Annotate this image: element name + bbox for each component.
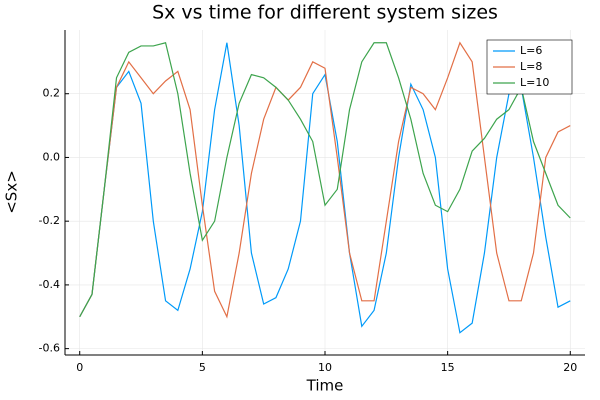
x-axis-label: Time (306, 377, 344, 395)
legend-label: L=10 (520, 76, 549, 89)
y-axis-label: <Sx> (3, 170, 21, 214)
x-tick-label: 20 (563, 361, 577, 374)
y-tick-label: -0.4 (39, 278, 60, 291)
y-tick-label: -0.6 (39, 342, 60, 355)
x-tick-label: 15 (441, 361, 455, 374)
chart-title: Sx vs time for different system sizes (152, 2, 498, 24)
legend-label: L=8 (520, 60, 542, 73)
legend: L=6 L=8 L=10 (486, 39, 573, 95)
legend-label: L=6 (520, 44, 542, 57)
x-tick-label: 5 (199, 361, 206, 374)
y-tick-label: -0.2 (39, 214, 60, 227)
series-line (79, 41, 571, 319)
y-tick-label: 0.2 (43, 87, 61, 100)
y-tick-label: 0.0 (43, 150, 61, 163)
x-tick-label: 0 (76, 361, 83, 374)
series-line (79, 42, 571, 318)
x-tick-label: 10 (318, 361, 332, 374)
series-line (79, 42, 571, 334)
